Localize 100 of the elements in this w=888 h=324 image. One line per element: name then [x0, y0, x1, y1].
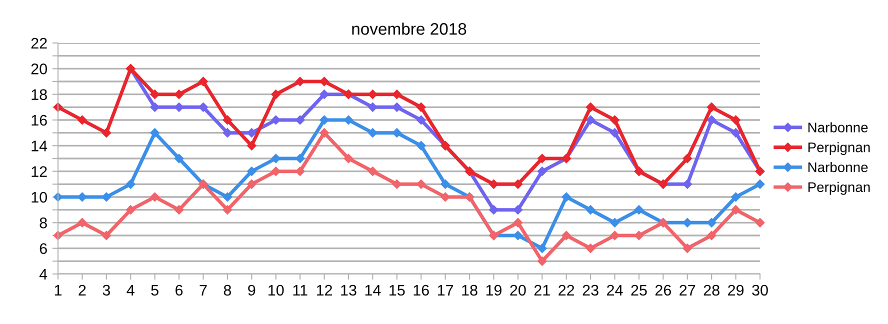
point	[392, 90, 402, 99]
point	[513, 180, 523, 189]
point	[513, 205, 523, 214]
x-tick-label: 11	[293, 284, 308, 296]
point	[562, 192, 571, 202]
x-tick-label: 5	[151, 284, 158, 296]
chart-title: novembre 2018	[352, 22, 466, 35]
x-tick-label: 3	[102, 284, 110, 296]
point	[755, 180, 765, 189]
point	[586, 205, 596, 214]
point	[368, 90, 378, 99]
x-tick-label: 23	[582, 284, 598, 296]
point	[586, 102, 596, 112]
point	[78, 115, 87, 125]
x-tick-label: 8	[224, 284, 232, 296]
point	[538, 256, 547, 266]
point	[174, 90, 184, 99]
point	[586, 244, 596, 253]
point	[320, 115, 329, 125]
point	[222, 192, 232, 202]
point	[126, 205, 136, 214]
x-tick-label: 17	[438, 284, 454, 296]
y-tick-label: 8	[40, 218, 47, 228]
x-tick-label: 1	[54, 284, 62, 296]
point	[682, 244, 692, 253]
x-tick-label: 19	[486, 284, 502, 296]
point	[610, 128, 620, 138]
point	[198, 76, 208, 86]
point	[755, 218, 765, 228]
point	[416, 102, 426, 112]
x-tick-label: 21	[534, 284, 550, 296]
point	[320, 76, 329, 86]
point	[247, 180, 256, 189]
point	[416, 115, 426, 125]
point	[344, 154, 354, 164]
y-tick-label: 20	[31, 64, 47, 74]
point	[610, 230, 620, 240]
point	[731, 115, 740, 125]
point	[610, 115, 620, 125]
point	[682, 218, 692, 228]
point	[150, 192, 160, 202]
x-tick-label: 25	[631, 284, 647, 296]
x-tick-label: 20	[510, 284, 526, 296]
point	[295, 154, 305, 164]
legend-label: Narbonne	[808, 162, 868, 172]
x-tick-label: 14	[365, 284, 381, 296]
point	[538, 166, 547, 176]
y-tick-label: 6	[40, 243, 47, 254]
point	[320, 128, 329, 138]
point	[271, 154, 280, 164]
point	[174, 205, 184, 214]
point	[634, 230, 644, 240]
x-tick-label: 16	[414, 284, 429, 296]
x-tick-label: 2	[78, 284, 86, 296]
x-tick-label: 26	[655, 284, 671, 296]
point	[344, 115, 354, 125]
point	[440, 192, 450, 202]
point	[416, 141, 426, 150]
x-tick-label: 4	[126, 284, 134, 296]
point	[222, 128, 232, 138]
y-tick-label: 16	[32, 114, 47, 126]
y-tick-label: 4	[39, 269, 48, 280]
point	[706, 115, 716, 125]
point	[174, 154, 184, 164]
point	[78, 218, 87, 228]
x-tick-label: 29	[728, 284, 744, 296]
point	[247, 141, 256, 150]
point	[392, 102, 402, 112]
y-tick-label: 22	[31, 38, 47, 49]
x-tick-label: 18	[462, 284, 478, 296]
point	[247, 128, 256, 138]
point	[634, 205, 644, 214]
x-tick-label: 12	[316, 284, 332, 296]
point	[78, 192, 87, 202]
point	[682, 180, 692, 189]
point	[489, 205, 498, 214]
point	[271, 166, 280, 176]
x-tick-label: 15	[390, 284, 405, 296]
point	[102, 128, 112, 138]
x-tick-label: 9	[248, 284, 256, 296]
point	[271, 115, 280, 125]
point	[610, 218, 620, 228]
point	[682, 154, 692, 164]
point	[513, 230, 523, 240]
point	[222, 205, 232, 214]
point	[368, 166, 378, 176]
point	[295, 166, 305, 176]
point	[538, 244, 547, 253]
point	[513, 218, 523, 228]
point	[392, 128, 402, 138]
point	[126, 180, 136, 189]
point	[368, 128, 378, 138]
point	[320, 90, 329, 99]
x-tick-label: 10	[268, 284, 284, 296]
x-tick-label: 7	[200, 284, 207, 296]
point	[489, 180, 498, 189]
point	[562, 230, 571, 240]
point	[731, 205, 740, 214]
point	[295, 115, 305, 125]
point	[247, 166, 256, 176]
